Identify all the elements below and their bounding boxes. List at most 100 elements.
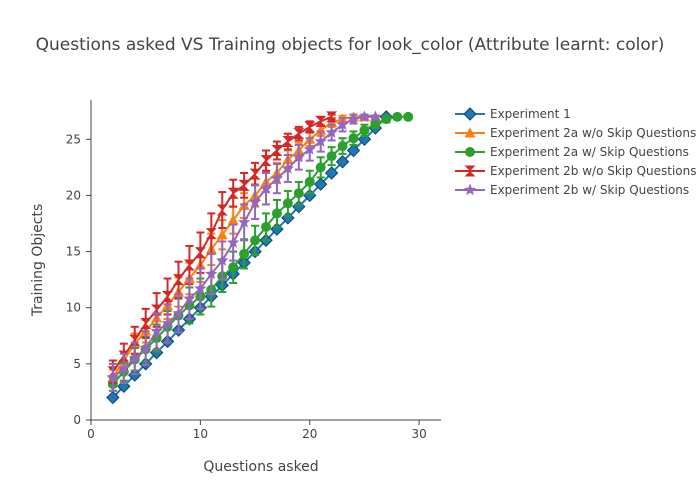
data-point bbox=[271, 145, 283, 157]
legend-item[interactable]: Experiment 2b w/o Skip Questions bbox=[455, 164, 696, 178]
axes bbox=[90, 100, 441, 421]
data-point bbox=[346, 143, 361, 158]
data-point bbox=[282, 136, 294, 148]
ticks: 0 10 20 30 0 5 10 15 20 25 bbox=[66, 132, 427, 441]
data-point bbox=[106, 390, 120, 405]
legend-label: Experiment 2b w/ Skip Questions bbox=[490, 183, 689, 197]
data-point bbox=[216, 254, 229, 266]
series-1 bbox=[106, 110, 394, 405]
legend-item[interactable]: Experiment 2a w/ Skip Questions bbox=[455, 145, 689, 159]
legend-marker bbox=[465, 147, 475, 157]
data-point bbox=[140, 317, 152, 329]
data-point bbox=[381, 114, 392, 125]
data-point bbox=[205, 267, 218, 280]
data-point bbox=[348, 133, 359, 144]
y-tick-label: 5 bbox=[73, 357, 81, 371]
legend-label: Experiment 2a w/ Skip Questions bbox=[490, 145, 689, 159]
y-tick-label: 0 bbox=[73, 413, 81, 427]
data-point bbox=[173, 274, 184, 286]
data-point bbox=[227, 214, 239, 225]
y-tick-label: 20 bbox=[66, 188, 81, 202]
data-point bbox=[128, 351, 141, 364]
y-tick-label: 15 bbox=[66, 245, 81, 259]
data-point bbox=[335, 155, 350, 169]
data-point bbox=[369, 110, 382, 123]
data-point bbox=[216, 229, 228, 240]
x-tick-label: 20 bbox=[302, 427, 317, 441]
y-tick-label: 10 bbox=[66, 301, 81, 315]
data-point bbox=[117, 361, 130, 374]
data-point bbox=[359, 125, 370, 136]
data-point bbox=[304, 176, 315, 187]
data-point bbox=[183, 259, 195, 271]
data-point bbox=[239, 248, 250, 259]
data-point bbox=[270, 172, 284, 184]
data-point bbox=[216, 204, 228, 216]
data-point bbox=[370, 118, 381, 129]
data-point bbox=[347, 112, 360, 125]
data-point bbox=[326, 111, 338, 123]
legend-marker bbox=[463, 183, 477, 196]
data-point bbox=[194, 247, 206, 259]
legend-item[interactable]: Experiment 2b w/ Skip Questions bbox=[455, 183, 689, 197]
data-point bbox=[237, 215, 251, 228]
data-point bbox=[293, 128, 305, 140]
data-point bbox=[282, 198, 293, 209]
y-tick-label: 25 bbox=[66, 132, 81, 146]
legend-label: Experiment 1 bbox=[490, 107, 571, 121]
legend[interactable]: Experiment 1 Experiment 2a w/o Skip Quest… bbox=[455, 107, 696, 197]
series-5 bbox=[106, 110, 382, 392]
data-point bbox=[249, 168, 261, 180]
data-point bbox=[172, 306, 185, 319]
data-point bbox=[228, 262, 239, 273]
data-point bbox=[303, 142, 316, 155]
data-point bbox=[392, 111, 403, 122]
data-point bbox=[326, 151, 337, 162]
data-point bbox=[227, 236, 240, 248]
data-point bbox=[161, 316, 174, 329]
data-point bbox=[183, 292, 196, 304]
data-point bbox=[248, 195, 262, 208]
data-point bbox=[227, 187, 239, 199]
legend-item[interactable]: Experiment 2a w/o Skip Questions bbox=[455, 126, 696, 140]
data-point bbox=[205, 228, 217, 240]
data-point bbox=[271, 208, 282, 219]
data-point bbox=[315, 115, 327, 127]
data-point bbox=[162, 290, 174, 302]
x-tick-label: 10 bbox=[193, 427, 208, 441]
legend-label: Experiment 2b w/o Skip Questions bbox=[490, 164, 696, 178]
plot-area bbox=[106, 110, 414, 405]
data-point bbox=[259, 182, 273, 194]
x-tick-label: 0 bbox=[87, 427, 95, 441]
data-point bbox=[238, 179, 250, 191]
x-axis-title: Questions asked bbox=[203, 459, 318, 475]
data-point bbox=[260, 155, 272, 167]
data-point bbox=[106, 370, 120, 383]
data-point bbox=[250, 235, 261, 246]
data-point bbox=[313, 177, 328, 191]
data-point bbox=[315, 162, 326, 173]
legend-marker bbox=[463, 107, 477, 121]
data-point bbox=[337, 141, 348, 152]
data-point bbox=[324, 166, 339, 180]
data-point bbox=[194, 282, 207, 294]
legend-label: Experiment 2a w/o Skip Questions bbox=[490, 126, 696, 140]
data-point bbox=[336, 118, 349, 130]
chart-title: Questions asked VS Training objects for … bbox=[36, 35, 665, 55]
data-point bbox=[358, 110, 371, 123]
data-point bbox=[150, 324, 163, 337]
data-point bbox=[293, 188, 304, 199]
legend-marker bbox=[464, 165, 476, 177]
data-point bbox=[403, 111, 414, 122]
legend-marker bbox=[464, 127, 476, 138]
y-axis-title: Training Objects bbox=[30, 204, 46, 318]
legend-item[interactable]: Experiment 1 bbox=[455, 107, 571, 121]
data-point bbox=[304, 121, 316, 133]
data-point bbox=[325, 126, 338, 138]
data-point bbox=[139, 341, 152, 354]
x-tick-label: 30 bbox=[411, 427, 426, 441]
series-4 bbox=[107, 111, 338, 384]
data-point bbox=[292, 150, 305, 163]
